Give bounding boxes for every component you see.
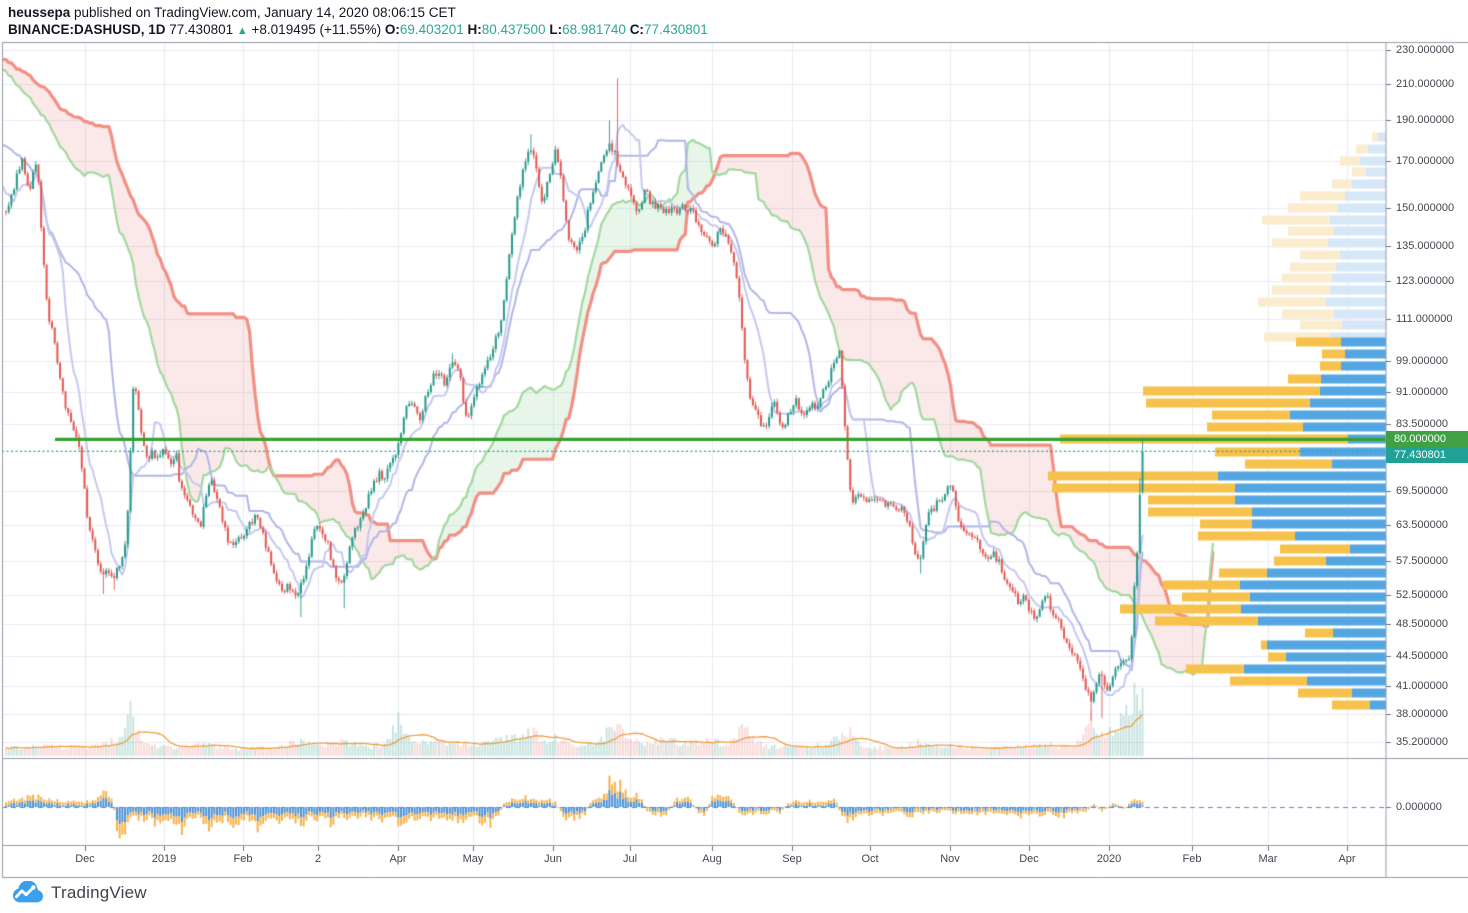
publish-note: published on TradingView.com, January 14… [70,5,456,20]
open-value: 69.403201 [399,22,464,37]
time-tick-label: Oct [861,853,879,865]
symbol-status-line: BINANCE:DASHUSD, 1D 77.430801 ▲ +8.01949… [8,22,708,37]
time-tick-label: 2 [314,853,322,865]
time-tick-label: Jun [544,853,562,865]
price-tick-label: 69.500000 [1396,485,1448,498]
symbol-title: BINANCE:DASHUSD, 1D [8,22,166,37]
price-tick-label: 57.500000 [1396,555,1448,568]
price-change: +8.019495 (+11.55%) [251,22,382,37]
high-label: H: [467,22,482,37]
time-tick-label: Feb [1182,853,1202,865]
last-price: 77.430801 [169,22,234,37]
last-price-tag: 77.430801 [1386,447,1468,464]
price-tick-label: 38.000000 [1396,707,1448,720]
time-tick-label: Apr [389,853,407,865]
low-value: 68.981740 [562,22,626,37]
price-tick-label: 83.500000 [1396,417,1448,430]
time-tick-label: Mar [1258,853,1278,865]
price-tick-label: 123.000000 [1396,274,1455,287]
time-tick-label: Jul [622,853,638,865]
price-tick-label: 91.000000 [1396,385,1448,398]
time-tick-label: May [462,853,484,865]
close-label: C: [629,22,644,37]
publish-byline: heussepa published on TradingView.com, J… [8,5,456,20]
time-tick-label: Sep [782,853,802,865]
time-tick-label: Dec [1019,853,1039,865]
price-tick-label: 150.000000 [1396,201,1455,214]
tradingview-cloud-icon [13,881,44,903]
price-tick-label: 44.500000 [1396,649,1448,662]
price-tick-label: 99.000000 [1396,354,1448,367]
price-tick-label: 35.200000 [1396,736,1448,749]
close-value: 77.430801 [643,22,708,37]
time-tick-label: 2019 [151,853,177,865]
price-tick-label: 41.000000 [1396,679,1448,692]
price-tick-label: 230.000000 [1396,44,1455,56]
price-tick-label: 135.000000 [1396,240,1455,253]
time-tick-label: Nov [940,853,960,865]
author-name: heussepa [8,5,71,20]
time-tick-label: Aug [702,853,722,865]
high-value: 80.437500 [481,22,546,37]
time-tick-label: Feb [233,853,253,865]
tradingview-logo-text: TradingView [51,883,147,902]
zero-tick-label: 0.000000 [1396,801,1442,813]
time-tick-label: 2020 [1096,853,1122,865]
up-triangle-icon: ▲ [236,25,248,37]
open-label: O: [384,22,400,37]
tradingview-logo[interactable]: TradingView [10,881,147,905]
time-tick-label: Apr [1338,853,1356,865]
price-tick-label: 52.500000 [1396,588,1448,601]
alert-price-tag: 80.000000 [1386,431,1468,448]
price-tick-label: 170.000000 [1396,155,1455,168]
time-tick-label: Dec [75,853,95,865]
price-tick-label: 210.000000 [1396,77,1455,90]
price-tick-label: 190.000000 [1396,114,1455,127]
low-label: L: [549,22,563,37]
price-tick-label: 63.500000 [1396,518,1448,531]
price-tick-label: 48.500000 [1396,617,1448,630]
price-tick-label: 111.000000 [1396,312,1453,325]
